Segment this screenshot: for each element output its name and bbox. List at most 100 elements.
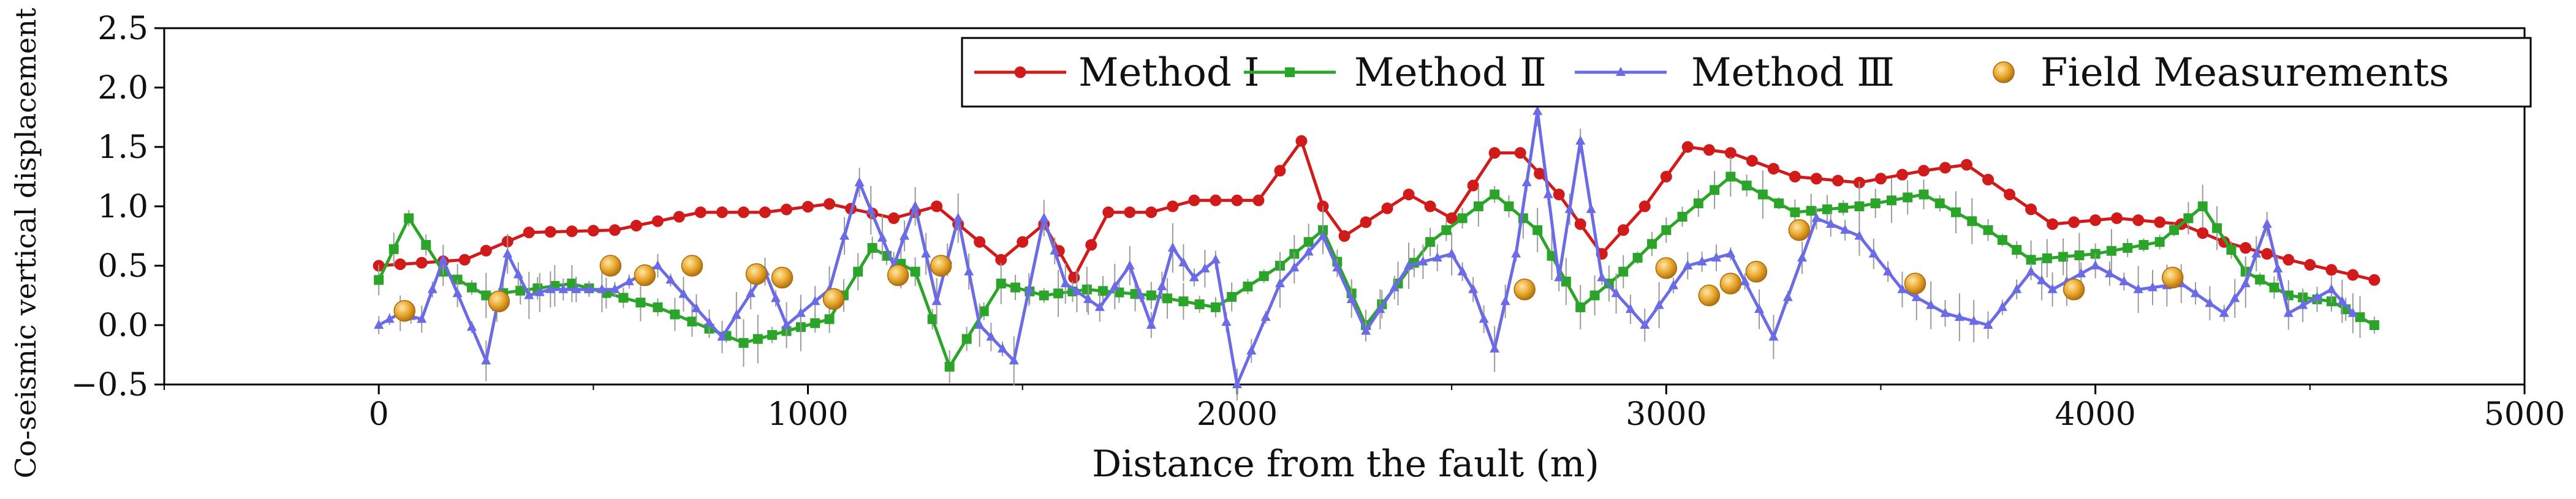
data-point xyxy=(1017,236,1029,248)
data-point xyxy=(1683,260,1693,269)
data-point xyxy=(480,244,492,257)
data-point xyxy=(2368,274,2381,286)
data-point xyxy=(2298,299,2308,309)
data-point xyxy=(1574,218,1586,230)
data-point xyxy=(2269,282,2279,293)
data-point xyxy=(1611,288,1621,298)
data-point xyxy=(1167,242,1178,252)
data-point xyxy=(737,206,749,219)
data-point xyxy=(1618,266,1629,277)
data-point xyxy=(1124,206,1136,219)
data-point xyxy=(2282,253,2295,266)
field-measurement-point xyxy=(681,255,703,277)
data-point xyxy=(1711,252,1721,262)
data-point xyxy=(1854,201,1865,211)
data-point xyxy=(2369,320,2379,330)
data-point xyxy=(651,215,664,227)
data-point xyxy=(1534,168,1546,180)
data-point xyxy=(2255,274,2265,285)
data-point xyxy=(704,317,714,327)
axes-layer: 0 1000 2000 3000 4000 5000 −0.5 0.0 0.5 1.0 1.5 2.0… xyxy=(71,10,2565,433)
data-point xyxy=(544,226,556,238)
data-point xyxy=(1597,272,1607,282)
data-point xyxy=(2183,213,2194,223)
data-point xyxy=(1532,225,1543,235)
data-point xyxy=(2312,291,2322,301)
field-measurement-point xyxy=(1788,219,1811,241)
data-point xyxy=(2004,189,2016,201)
data-point xyxy=(2111,212,2123,224)
data-point xyxy=(2138,240,2149,250)
data-point xyxy=(2169,225,2180,235)
data-point xyxy=(2219,307,2229,317)
data-point xyxy=(1194,299,1205,310)
data-point xyxy=(1303,246,1314,256)
data-point xyxy=(1677,211,1688,222)
data-point xyxy=(810,296,820,306)
data-point xyxy=(1703,144,1715,156)
data-point xyxy=(1660,171,1672,182)
field-measurement-point xyxy=(2161,266,2184,289)
data-point xyxy=(1259,271,1269,281)
field-measurement-point xyxy=(1904,272,1926,295)
data-point xyxy=(630,220,642,232)
data-point xyxy=(1441,225,1452,235)
data-point xyxy=(1157,280,1167,290)
data-point xyxy=(2197,227,2209,239)
legend-label: Method Ⅱ xyxy=(1354,50,1547,96)
data-point xyxy=(2132,214,2145,227)
data-point xyxy=(1896,168,1908,181)
y-tick-label: 1.5 xyxy=(97,129,148,166)
data-point xyxy=(1789,171,1801,182)
legend-item-3: Method Ⅲ xyxy=(1575,50,1895,96)
data-point xyxy=(717,331,727,341)
data-point xyxy=(731,309,741,319)
data-point xyxy=(1640,320,1650,329)
data-point xyxy=(1479,313,1489,323)
data-point xyxy=(1375,304,1385,313)
data-point xyxy=(1746,155,1758,167)
data-point xyxy=(1782,291,1793,301)
data-point xyxy=(2261,248,2273,260)
data-point xyxy=(404,213,414,223)
field-measurement-point xyxy=(599,255,622,277)
data-point xyxy=(1681,141,1694,153)
data-point xyxy=(1740,276,1750,285)
data-point xyxy=(1638,200,1651,212)
data-point xyxy=(1445,212,1458,224)
data-point xyxy=(1210,254,1221,264)
data-point xyxy=(452,288,463,298)
legend-item-1: Method Ⅰ xyxy=(974,50,1259,96)
data-point xyxy=(854,177,865,187)
data-point xyxy=(1532,105,1543,115)
data-point xyxy=(1632,253,1643,263)
data-point xyxy=(2240,242,2252,254)
data-point xyxy=(974,236,986,248)
data-point xyxy=(2197,201,2208,211)
legend-item-4: Field Measurements xyxy=(1993,50,2449,96)
legend-swatch-marker xyxy=(1285,67,1295,77)
data-point xyxy=(618,293,629,303)
data-point xyxy=(927,314,938,325)
data-point xyxy=(2226,245,2237,255)
data-point xyxy=(427,283,438,293)
data-point xyxy=(2012,283,2022,293)
data-point xyxy=(1553,189,1565,201)
data-point xyxy=(1710,185,1720,195)
data-point xyxy=(1231,194,1243,206)
x-tick-label: 3000 xyxy=(1626,396,1707,433)
data-point xyxy=(2123,242,2133,253)
data-point xyxy=(597,283,607,293)
data-point xyxy=(571,283,581,293)
data-point xyxy=(1467,179,1479,192)
data-point xyxy=(867,242,877,253)
data-point xyxy=(1094,301,1105,311)
data-point xyxy=(839,230,850,240)
data-point xyxy=(653,260,663,269)
data-point xyxy=(1825,219,1836,228)
data-point xyxy=(888,212,900,224)
data-point xyxy=(665,274,676,284)
data-point xyxy=(1654,299,1664,309)
data-point xyxy=(996,279,1006,289)
data-point xyxy=(394,258,406,271)
